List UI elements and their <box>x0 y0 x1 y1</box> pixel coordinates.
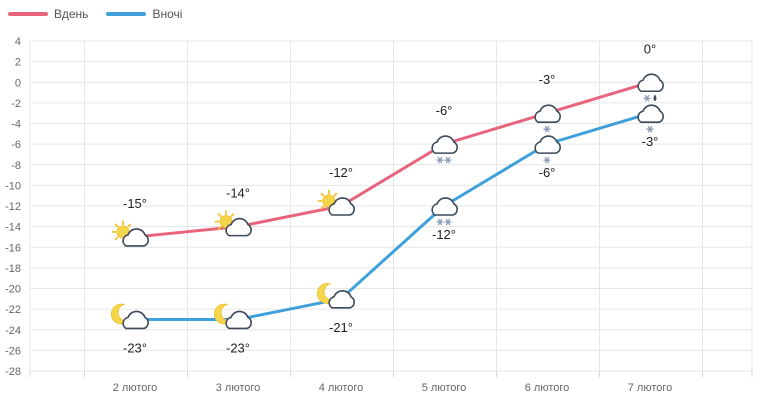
y-tick-label: 2 <box>15 57 21 69</box>
legend-swatch-night <box>106 12 147 16</box>
cloud-shape <box>534 135 561 154</box>
cloud-shape <box>431 197 458 216</box>
legend-item-day[interactable]: Вдень <box>8 7 88 21</box>
x-tick-label: 2 лютого <box>113 382 158 394</box>
x-tick-label: 3 лютого <box>216 382 261 394</box>
y-tick-label: 4 <box>15 36 21 48</box>
data-label: -6° <box>539 165 556 180</box>
snowflake-shape <box>444 156 452 164</box>
cloud-shape <box>122 310 149 330</box>
y-tick-label: -18 <box>5 263 21 275</box>
cloud-shape <box>431 135 458 154</box>
sun-cloud-icon <box>214 210 252 237</box>
x-tick-label: 6 лютого <box>525 382 570 394</box>
snowflake-arm <box>544 125 550 133</box>
moon-cloud-icon <box>316 283 355 309</box>
data-label: -6° <box>436 103 453 118</box>
data-label: -23° <box>123 340 147 355</box>
sun-ray <box>230 213 235 218</box>
y-tick-label: -22 <box>5 304 21 316</box>
snowflake-shape <box>436 218 444 226</box>
cloud-shape <box>637 104 664 123</box>
sun-ray <box>217 213 222 218</box>
y-tick-label: -16 <box>5 242 21 254</box>
snowflake-arm <box>437 218 443 226</box>
legend-label-night: Вночі <box>152 7 183 21</box>
sun-ray <box>320 192 325 197</box>
legend-item-night[interactable]: Вночі <box>106 7 182 21</box>
raindrop-shape <box>653 94 657 102</box>
cloud-shape <box>637 73 664 93</box>
sun-ray <box>333 192 338 197</box>
cloud-shape <box>534 104 561 123</box>
legend-swatch-day <box>8 12 48 16</box>
snowflake-shape <box>646 125 654 133</box>
y-tick-label: -12 <box>5 201 21 213</box>
sun-ray <box>320 205 325 210</box>
snowflake-arm <box>644 95 650 102</box>
snowflake-shape <box>543 125 551 133</box>
sun-ray <box>114 236 119 241</box>
snowflake-arm <box>445 156 451 164</box>
x-tick-label: 5 лютого <box>422 382 467 394</box>
y-tick-label: -20 <box>5 284 21 296</box>
data-label: -12° <box>329 165 353 180</box>
y-tick-label: -2 <box>11 98 21 110</box>
y-tick-label: 0 <box>15 77 21 89</box>
y-tick-label: -24 <box>5 325 21 337</box>
cloud-light-snow-icon <box>637 104 664 133</box>
series-line-day <box>133 80 652 239</box>
y-tick-label: -28 <box>5 366 21 378</box>
cloud-shape <box>225 310 252 330</box>
data-label: -12° <box>432 227 456 242</box>
y-tick-label: -4 <box>11 119 21 131</box>
snowflake-shape <box>436 156 444 164</box>
data-label: 0° <box>644 41 656 56</box>
sun-ray <box>127 223 132 228</box>
y-tick-label: -8 <box>11 160 21 172</box>
chart-legend: Вдень Вночі <box>0 4 192 24</box>
sun-ray <box>114 223 119 228</box>
cloud-snow-icon <box>431 197 458 226</box>
snowflake-arm <box>647 125 653 133</box>
y-tick-label: -10 <box>5 180 21 192</box>
x-tick-label: 4 лютого <box>319 382 364 394</box>
cloud-light-snow-icon <box>534 104 561 133</box>
y-tick-label: -6 <box>11 139 21 151</box>
data-label: -21° <box>329 320 353 335</box>
y-tick-label: -26 <box>5 345 21 357</box>
cloud-shape <box>225 217 252 237</box>
cloud-shape <box>122 228 149 247</box>
snowflake-arm <box>437 156 443 164</box>
snowflake-arm <box>544 156 550 164</box>
data-label: -14° <box>226 186 250 201</box>
data-label: -3° <box>642 134 659 149</box>
x-tick-label: 7 лютого <box>628 382 673 394</box>
sun-ray <box>217 226 222 230</box>
cloud-light-snow-icon <box>534 135 561 164</box>
legend-label-day: Вдень <box>54 7 89 21</box>
sun-cloud-icon <box>317 189 355 216</box>
sun-cloud-icon <box>111 220 149 247</box>
snowflake-arm <box>445 218 451 226</box>
data-label: -15° <box>123 196 147 211</box>
y-tick-label: -14 <box>5 222 21 234</box>
cloud-shape <box>328 197 355 216</box>
cloud-sleet-icon <box>637 73 664 102</box>
data-label: -23° <box>226 340 250 355</box>
moon-cloud-icon <box>213 303 252 330</box>
moon-cloud-icon <box>110 303 149 330</box>
cloud-snow-icon <box>431 135 458 164</box>
cloud-shape <box>328 290 355 309</box>
data-label: -3° <box>539 72 556 87</box>
snowflake-shape <box>444 218 452 226</box>
snowflake-shape <box>543 156 551 164</box>
snowflake-shape <box>643 95 651 102</box>
